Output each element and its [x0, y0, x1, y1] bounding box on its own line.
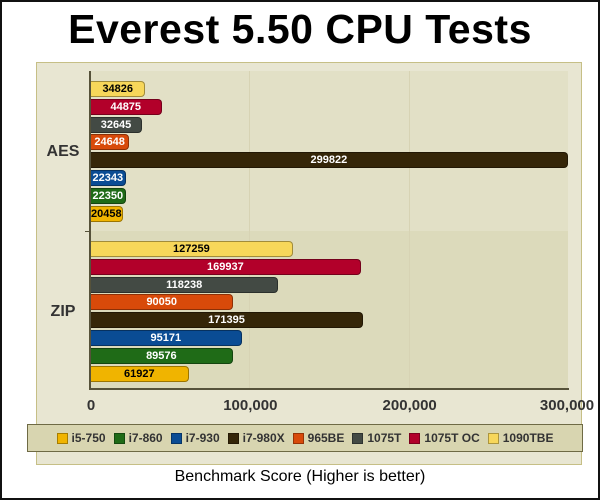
legend-swatch-icon [487, 432, 499, 444]
legend-swatch-icon [227, 432, 239, 444]
bar-value-label: 44875 [110, 100, 142, 113]
legend-label: 1090TBE [502, 431, 554, 445]
bar-value-label: 171395 [208, 314, 245, 327]
legend-item: i7-860 [113, 431, 163, 445]
bar-value-label: 34826 [102, 83, 134, 95]
bar-value-label: 22343 [92, 172, 124, 184]
bar-aes-1075t-oc: 44875 [90, 98, 162, 115]
legend-swatch-icon [409, 432, 421, 444]
legend-item: 1075T [352, 431, 401, 445]
legend-label: 965BE [307, 431, 345, 445]
x-tick-label: 0 [86, 397, 96, 414]
bar-zip-965be: 90050 [90, 294, 234, 311]
bar-zip-i7-860: 89576 [90, 347, 233, 364]
legend-label: 1075T OC [424, 431, 480, 445]
y-axis [89, 71, 91, 390]
legend-item: i7-980X [227, 431, 285, 445]
legend-swatch-icon [170, 432, 182, 444]
legend-label: i7-980X [242, 431, 285, 445]
bar-value-label: 127259 [173, 243, 210, 255]
bar-value-label: 169937 [207, 260, 244, 273]
axis-tick [85, 231, 90, 232]
bar-value-label: 61927 [124, 367, 155, 380]
bar-aes-i7-980x: 299822 [90, 152, 568, 169]
legend-swatch-icon [56, 432, 68, 444]
legend-label: i7-930 [185, 431, 220, 445]
legend-item: i5-750 [56, 431, 106, 445]
legend-label: 1075T [367, 431, 402, 445]
bar-value-label: 95171 [150, 332, 182, 344]
category-label-aes: AES [46, 143, 80, 160]
legend-swatch-icon [352, 432, 364, 444]
bar-value-label: 22350 [92, 189, 124, 202]
chart-title: Everest 5.50 CPU Tests [68, 6, 532, 52]
bar-value-label: 118238 [166, 278, 203, 291]
plot-area: 34826 44875 32645 24648 299822 22343 22350 2045… [90, 71, 568, 388]
bar-value-label: 90050 [146, 296, 178, 309]
bar-value-label: 89576 [146, 349, 177, 362]
category-band [90, 71, 568, 231]
gridline [249, 71, 251, 388]
bar-value-label: 24648 [94, 136, 125, 149]
legend-item: i7-930 [170, 431, 220, 445]
bar-value-label: 32645 [100, 118, 132, 131]
x-tick-label: 300,000 [539, 397, 595, 414]
legend-swatch-icon [113, 432, 125, 444]
bar-zip-1090tbe: 127259 [90, 241, 293, 257]
bar-zip-1075t-oc: 169937 [90, 258, 361, 275]
bar-aes-i7-930: 22343 [90, 170, 126, 186]
bar-value-label: 20458 [91, 207, 122, 220]
category-label-zip: ZIP [50, 303, 76, 320]
legend-item: 1090TBE [487, 431, 554, 445]
bar-zip-1075t: 118238 [90, 276, 279, 293]
bar-aes-1090tbe: 34826 [90, 81, 146, 97]
legend-label: i7-860 [128, 431, 163, 445]
bar-aes-i5-750: 20458 [90, 205, 123, 222]
gridline [408, 71, 410, 388]
x-axis [89, 388, 569, 390]
bar-value-label: 299822 [310, 154, 348, 167]
x-tick-label: 100,000 [223, 397, 278, 414]
legend-swatch-icon [292, 432, 304, 444]
bar-aes-i7-860: 22350 [90, 187, 126, 204]
bar-aes-1075t: 32645 [90, 116, 142, 133]
bar-aes-965be: 24648 [90, 134, 130, 151]
x-axis-title: Benchmark Score (Higher is better) [174, 468, 426, 485]
legend: i5-750 i7-860 i7-930 i7-980X 965BE 1075T 1075T… [27, 424, 583, 452]
legend-item: 965BE [292, 431, 345, 445]
legend-item: 1075T OC [409, 431, 480, 445]
bar-zip-i7-980x: 171395 [90, 312, 364, 329]
bar-zip-i7-930: 95171 [90, 330, 242, 346]
legend-label: i5-750 [71, 431, 106, 445]
bar-zip-i5-750: 61927 [90, 365, 189, 382]
x-tick-label: 200,000 [382, 397, 437, 414]
